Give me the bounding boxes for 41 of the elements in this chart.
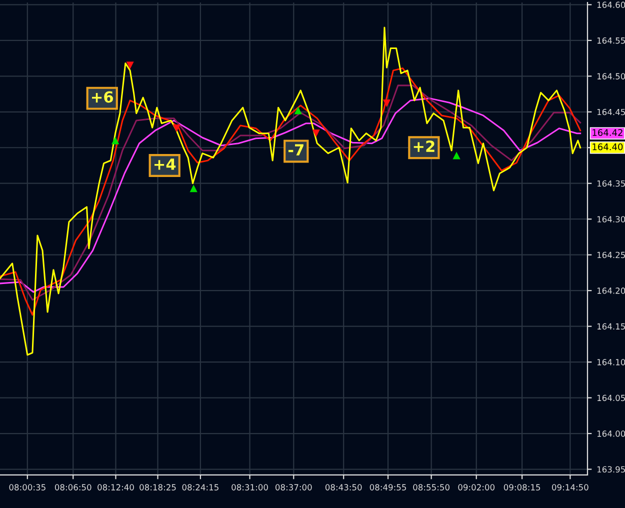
x-tick-label: 09:02:00: [458, 484, 495, 490]
data-label: 164.42: [592, 129, 622, 136]
y-tick-label: 164.30: [597, 216, 625, 222]
y-tick-label: 164.60: [597, 2, 625, 8]
x-tick-label: 08:37:00: [275, 484, 312, 490]
y-tick-label: 164.20: [597, 288, 625, 294]
y-tick-label: 163.95: [597, 466, 625, 473]
x-tick-label: 08:31:00: [232, 484, 268, 490]
annotation: +4: [154, 158, 176, 170]
x-tick-label: 08:00:35: [9, 484, 46, 490]
y-tick-label: 164.05: [597, 394, 625, 402]
x-tick-label: 08:24:15: [182, 484, 218, 490]
y-tick-label: 164.45: [597, 108, 625, 116]
y-tick-label: 164.15: [597, 323, 625, 330]
x-tick-label: 09:14:50: [552, 484, 588, 490]
annotation: +2: [414, 140, 434, 152]
y-tick-label: 164.35: [597, 180, 625, 187]
y-tick-label: 164.00: [597, 430, 625, 437]
point: [112, 136, 120, 144]
x-tick-label: 08:55:50: [413, 484, 450, 490]
x-tick-label: 08:49:55: [370, 484, 406, 490]
annotation: -7: [288, 144, 304, 156]
point: [312, 130, 320, 138]
y-tick-label: 164.10: [597, 359, 625, 366]
x-tick-label: 09:08:15: [504, 484, 540, 490]
y-tick-label: 164.55: [597, 37, 625, 44]
x-tick-label: 08:18:25: [140, 484, 176, 490]
point: [452, 152, 460, 160]
line-series: [0, 26, 582, 356]
point: [172, 124, 180, 132]
data-label: 164.40: [592, 143, 623, 150]
point: [294, 106, 302, 114]
point: [126, 62, 134, 70]
point: [382, 100, 391, 108]
x-tick-label: 08:06:50: [54, 484, 92, 490]
annotation: +6: [92, 91, 113, 103]
x-tick-label: 08:43:50: [325, 484, 362, 490]
y-tick-label: 164.25: [597, 252, 625, 258]
y-tick-label: 164.50: [597, 73, 625, 80]
point: [190, 184, 198, 192]
x-tick-label: 08:12:40: [98, 484, 134, 490]
